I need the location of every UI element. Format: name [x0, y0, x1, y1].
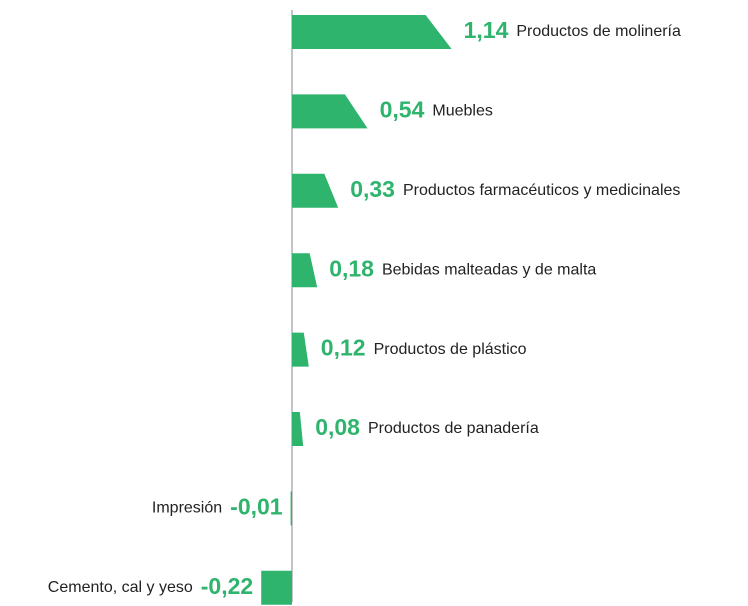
bar [290, 491, 292, 526]
category-label: Bebidas malteadas y de malta [382, 261, 596, 278]
bar [261, 570, 292, 605]
bar [292, 412, 304, 446]
category-label: Productos farmacéuticos y medicinales [403, 182, 680, 199]
category-label: Productos de panadería [368, 420, 539, 437]
bar [292, 253, 318, 288]
category-label: Cemento, cal y yeso [48, 579, 193, 596]
value-label: 0,18 [329, 255, 374, 281]
value-label: -0,22 [201, 573, 253, 599]
value-label: 0,54 [380, 96, 425, 122]
bar [292, 94, 368, 129]
category-label: Impresión [152, 500, 222, 517]
value-label: 0,12 [321, 335, 366, 361]
value-label: 0,33 [350, 176, 395, 202]
bar [292, 15, 452, 49]
bar [292, 173, 339, 208]
value-label: 0,08 [315, 414, 360, 440]
value-label: -0,01 [230, 493, 283, 519]
value-label: 1,14 [464, 17, 509, 43]
bar [292, 332, 309, 367]
category-label: Productos de plástico [374, 341, 527, 358]
category-label: Productos de molinería [516, 23, 681, 40]
category-label: Muebles [432, 103, 492, 120]
